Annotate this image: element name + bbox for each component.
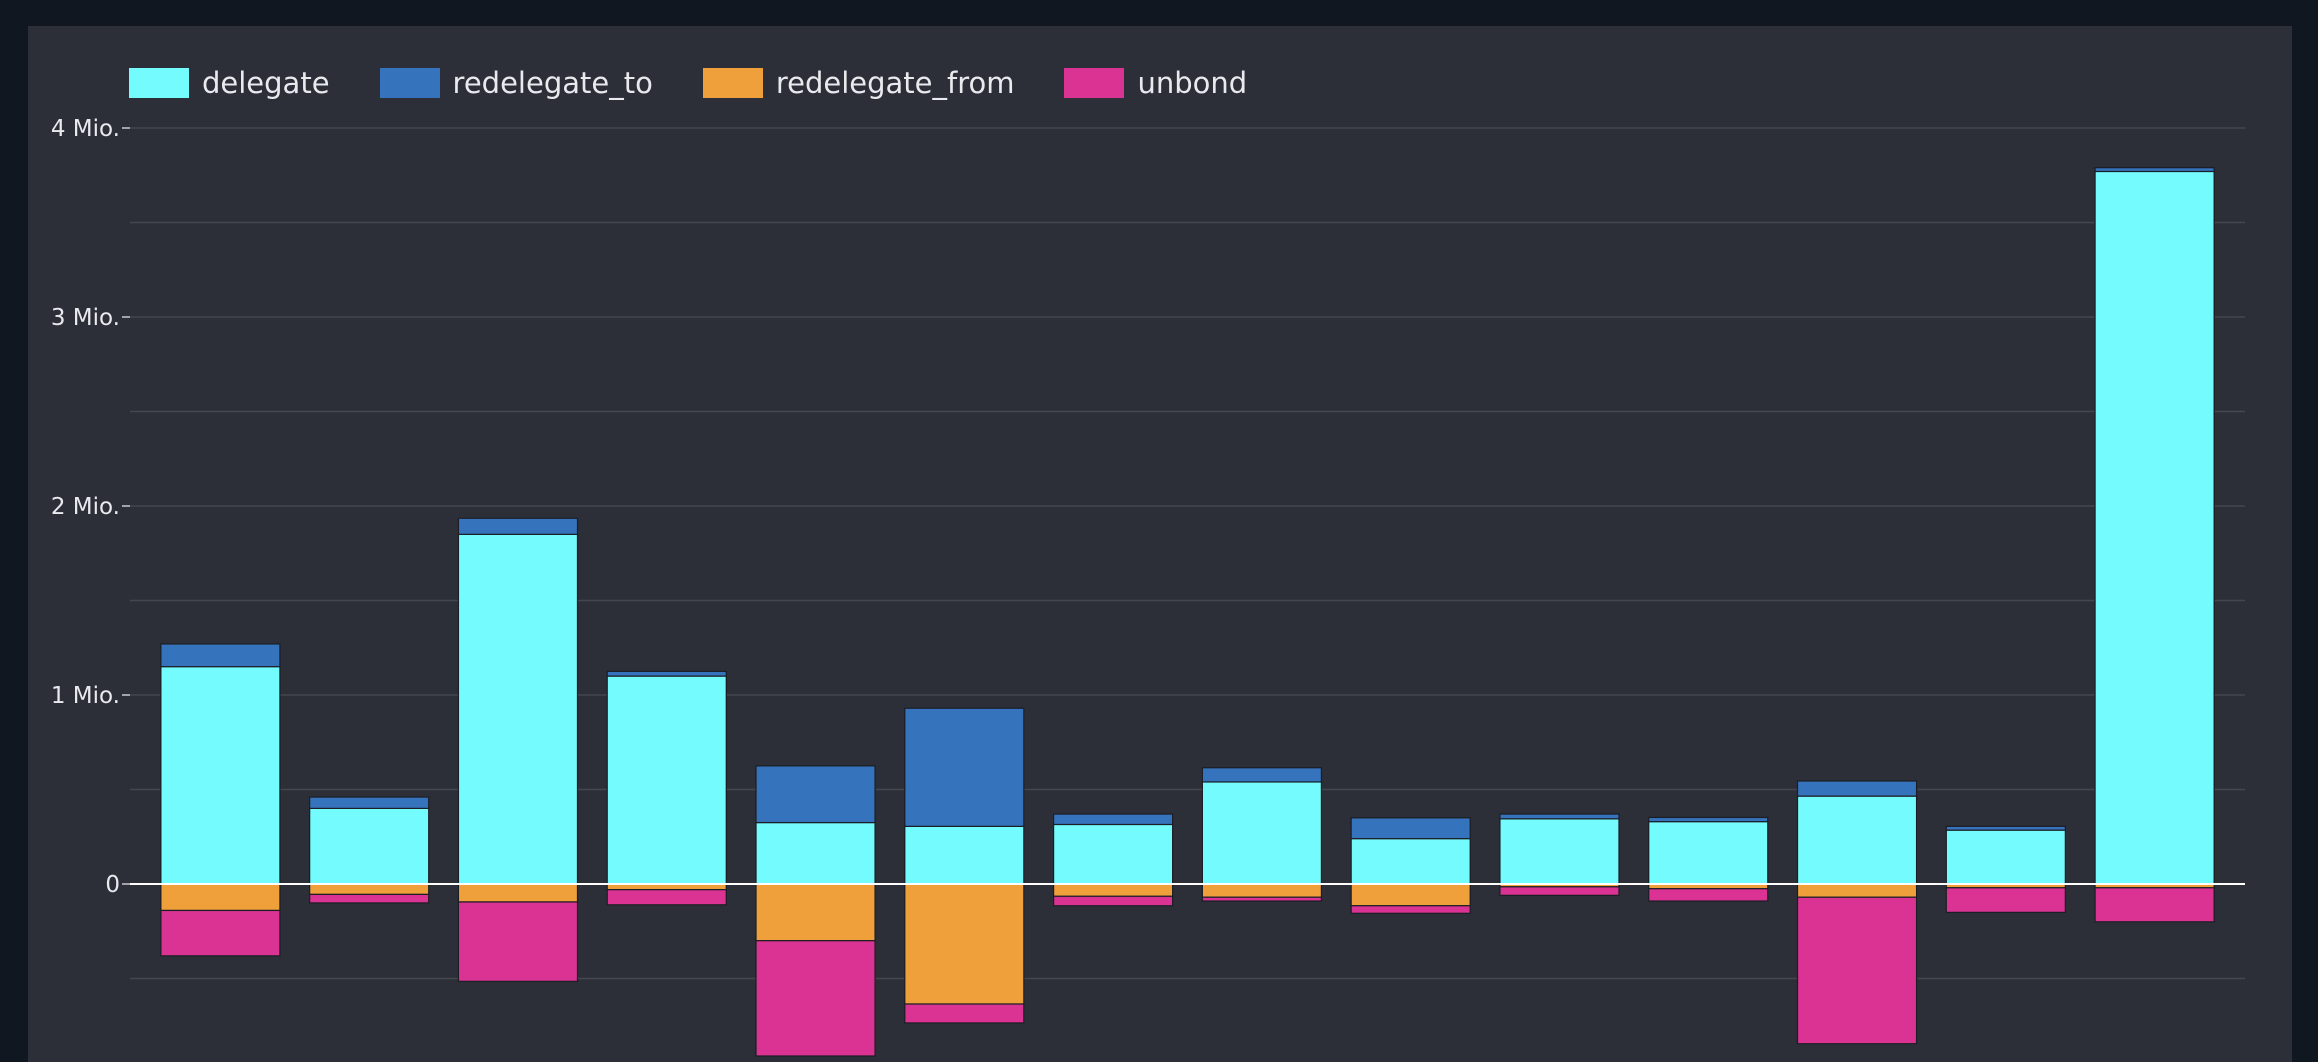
bar-delegate [1052,823,1174,885]
bar-redelegate-to [904,707,1025,827]
bar-redelegate-to [309,796,430,809]
bar-redelegate-from [904,883,1025,1005]
legend-swatch-redelegate-from [702,68,763,98]
bar-unbond [1945,887,2066,913]
bar-delegate [904,825,1025,885]
bar-unbond [1796,896,1918,1045]
bar-unbond [457,901,579,982]
bar-redelegate-to [1052,813,1174,826]
bar-unbond [904,1003,1025,1024]
bar-delegate [1499,818,1620,885]
bar-delegate [457,533,579,885]
bar-delegate [1945,829,2066,885]
bar-redelegate-from [1796,883,1918,898]
bar-unbond [1052,895,1174,907]
bar-delegate [606,675,727,885]
bar-unbond [309,893,430,904]
bar-unbond [1648,888,1769,902]
bar-delegate [160,666,281,885]
legend-label-redelegate-to: redelegate_to [452,65,653,100]
y-tick-label: 0 [105,872,120,898]
bar-redelegate-to [160,643,281,668]
y-tick-label: 3 Mio. [51,305,120,331]
legend-item-redelegate-from[interactable]: redelegate_from [702,65,1015,100]
legend-swatch-unbond [1064,68,1125,98]
bar-unbond [2094,887,2215,923]
legend-item-redelegate-to[interactable]: redelegate_to [379,65,653,100]
legend-item-delegate[interactable]: delegate [129,68,330,98]
bar-unbond [1499,886,1620,896]
bar-redelegate-to [1499,813,1620,820]
bar-redelegate-from [755,883,876,942]
legend-swatch-delegate [129,68,189,98]
bar-redelegate-from [309,883,430,895]
bar-unbond [1201,896,1323,902]
bars [160,167,2215,1057]
bar-delegate [755,821,876,885]
y-tick-label: 4 Mio. [51,116,120,142]
y-tick-label: 1 Mio. [51,683,120,709]
bar-redelegate-from [160,883,281,912]
bar-unbond [1350,905,1471,914]
bar-delegate [1796,795,1918,885]
bar-delegate [309,807,430,885]
bar-delegate [1350,838,1471,885]
bar-redelegate-to [1648,816,1769,823]
gridlines [130,127,2245,980]
bar-delegate [1201,781,1323,885]
chart-legend: delegate redelegate_to redelegate_from u… [129,68,1297,98]
bar-redelegate-to [755,765,876,824]
bar-delegate [1648,821,1769,885]
bar-redelegate-to [1796,780,1918,797]
bar-redelegate-to [606,670,727,677]
y-tick-label: 2 Mio. [51,494,120,520]
bar-redelegate-to [1350,817,1471,840]
bar-unbond [606,889,727,906]
bar-unbond [755,940,876,1057]
legend-label-unbond: unbond [1137,65,1248,100]
legend-item-unbond[interactable]: unbond [1064,68,1247,98]
bar-redelegate-from [1350,883,1471,907]
bar-redelegate-to [1201,767,1323,783]
bar-redelegate-from [457,883,579,903]
bar-redelegate-from [1052,883,1174,897]
bar-redelegate-to [1945,825,2066,831]
legend-label-delegate: delegate [202,65,330,100]
bar-redelegate-to [2094,167,2215,173]
bar-delegate [2094,170,2215,885]
bar-unbond [160,909,281,957]
bar-redelegate-from [1201,883,1323,898]
y-axis: 0 1 Mio. 2 Mio. 3 Mio. 4 Mio. [51,116,130,898]
legend-label-redelegate-from: redelegate_from [775,65,1015,100]
bar-redelegate-to [457,517,579,535]
legend-swatch-redelegate-to [379,68,440,98]
